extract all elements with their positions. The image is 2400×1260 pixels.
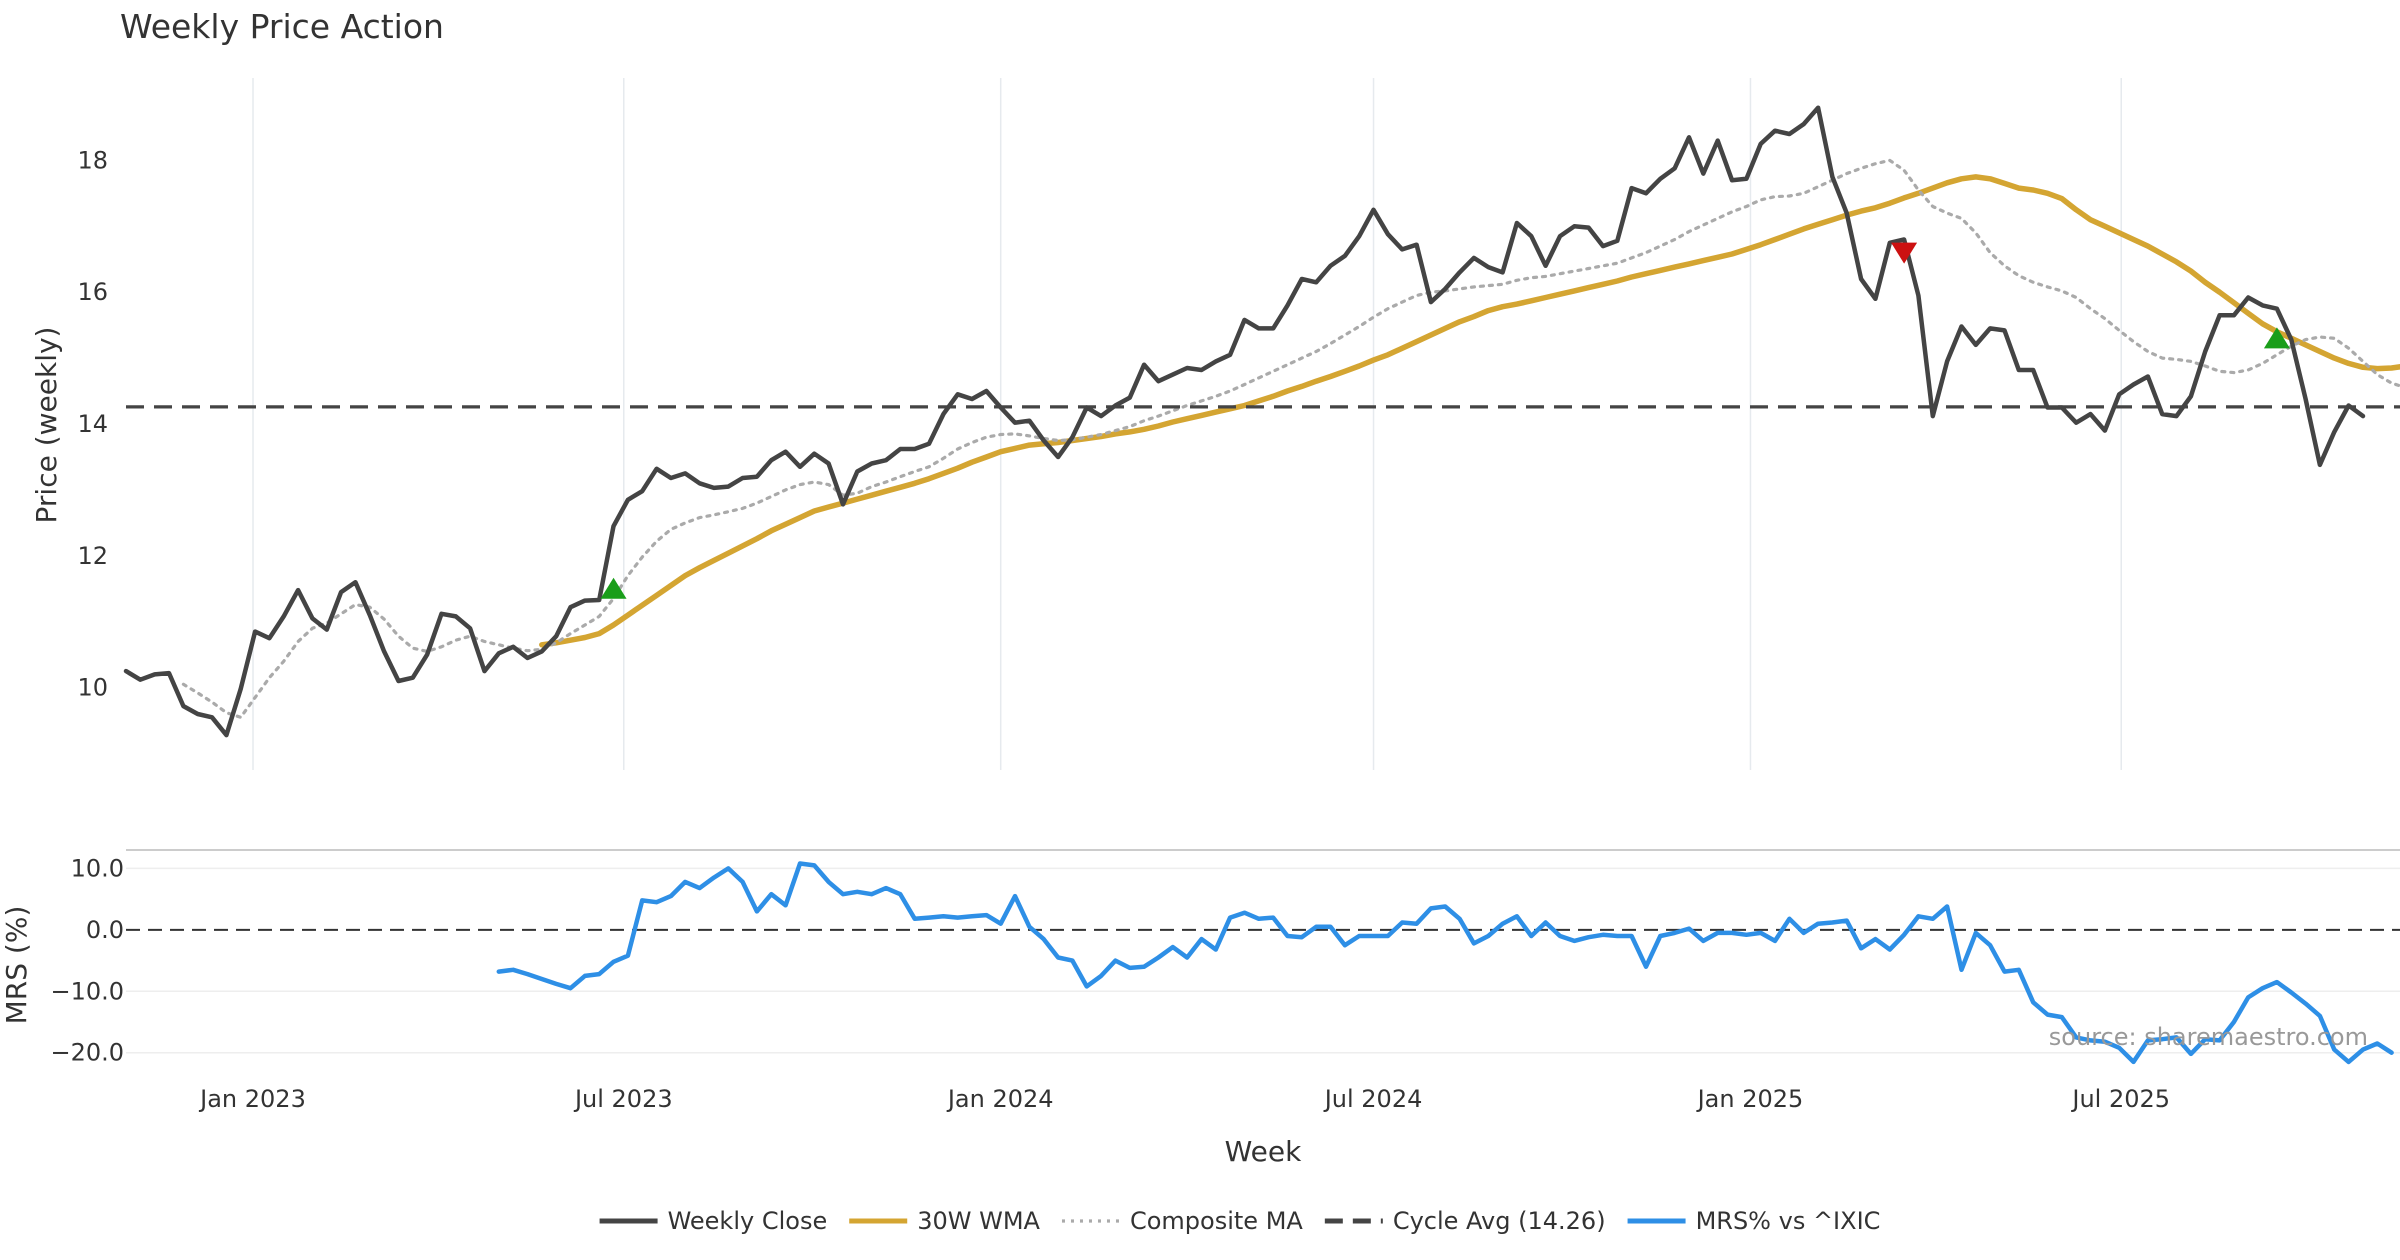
legend-label: Composite MA xyxy=(1130,1207,1303,1235)
mrs-panel: 10.0 0.0 −10.0 −20.0 MRS (%) source: sharem… xyxy=(0,849,2400,1067)
price-markers xyxy=(600,242,2290,599)
source-annotation: source: sharemaestro.com xyxy=(2049,1023,2368,1051)
mrs-lines xyxy=(496,861,2394,1065)
x-tick-label: Jan 2023 xyxy=(198,1085,306,1113)
mrs-grid xyxy=(126,867,2400,1054)
mrs-y-ticks: 10.0 0.0 −10.0 −20.0 xyxy=(50,854,124,1066)
buy-signal-marker xyxy=(600,577,627,599)
weekly-close-line xyxy=(123,105,2366,738)
price-grid xyxy=(252,78,2122,770)
x-tick-label: Jul 2024 xyxy=(1323,1085,1423,1113)
mrs-y-tick-label: −20.0 xyxy=(50,1039,124,1067)
price-y-axis-label: Price (weekly) xyxy=(30,327,63,524)
legend-label: MRS% vs ^IXIC xyxy=(1696,1207,1881,1235)
price-lines xyxy=(123,105,2400,738)
x-tick-label: Jan 2025 xyxy=(1696,1085,1804,1113)
mrs-y-tick-label: −10.0 xyxy=(50,977,124,1005)
mrs-y-axis-label: MRS (%) xyxy=(0,906,33,1025)
sell-signal-marker xyxy=(1891,242,1918,264)
x-axis-label: Week xyxy=(1225,1135,1302,1168)
legend-label: Cycle Avg (14.26) xyxy=(1393,1207,1606,1235)
mrs-y-tick-label: 10.0 xyxy=(71,854,124,882)
mrs-line xyxy=(496,861,2394,1065)
price-y-tick-label: 14 xyxy=(77,410,108,438)
x-tick-label: Jul 2025 xyxy=(2070,1085,2170,1113)
legend-label: Weekly Close xyxy=(668,1207,828,1235)
legend-label: 30W WMA xyxy=(917,1207,1040,1235)
mrs-y-tick-label: 0.0 xyxy=(86,916,124,944)
price-panel: 10 12 14 16 18 Price (weekly) xyxy=(30,78,2400,770)
x-tick-label: Jul 2023 xyxy=(573,1085,673,1113)
price-y-tick-label: 16 xyxy=(77,278,108,306)
30w-wma-line xyxy=(539,174,2400,648)
price-y-tick-label: 12 xyxy=(77,542,108,570)
x-ticks: Jan 2023 Jul 2023 Jan 2024 Jul 2024 Jan 2025… xyxy=(198,1085,2170,1113)
price-y-tick-label: 10 xyxy=(77,674,108,702)
buy-signal-marker xyxy=(2263,327,2290,349)
legend: Weekly Close 30W WMA Composite MA Cycle Avg… xyxy=(599,1207,1881,1235)
price-y-tick-label: 18 xyxy=(77,146,108,174)
price-y-ticks: 10 12 14 16 18 xyxy=(77,146,108,701)
chart-title: Weekly Price Action xyxy=(120,7,444,46)
composite-ma-line xyxy=(181,158,2400,719)
x-tick-label: Jan 2024 xyxy=(946,1085,1054,1113)
